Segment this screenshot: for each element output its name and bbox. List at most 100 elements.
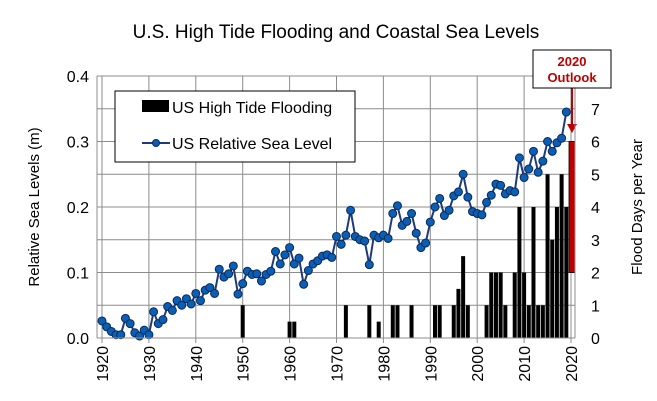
x-tick-label: 1980 <box>376 346 393 382</box>
sea-level-point <box>514 153 524 163</box>
sea-level-point <box>303 266 313 276</box>
y-left-tick-label: 0.0 <box>67 331 89 348</box>
sea-level-point <box>224 269 234 279</box>
y-right-tick-label: 7 <box>591 102 600 119</box>
sea-level-point <box>402 216 412 226</box>
x-tick-label: 1950 <box>236 346 253 382</box>
flood-bar <box>240 305 245 338</box>
flood-bar <box>531 207 536 338</box>
y-right-tick-label: 1 <box>591 298 600 315</box>
sea-level-point <box>266 266 276 276</box>
y-right-tick-label: 0 <box>591 331 600 348</box>
y-right-tick-label: 3 <box>591 233 600 250</box>
legend-swatch-flooding <box>142 100 169 112</box>
sea-level-point <box>167 305 177 315</box>
sea-level-point <box>191 288 201 298</box>
flood-bar <box>409 305 414 338</box>
outlook-range-bar <box>568 141 576 273</box>
sea-level-point <box>238 279 248 289</box>
sea-level-point <box>421 238 431 248</box>
sea-level-point <box>364 260 374 270</box>
sea-level-point <box>332 231 341 241</box>
sea-level-point <box>210 288 220 298</box>
flood-bar <box>451 305 456 338</box>
x-tick-label: 1930 <box>142 346 159 382</box>
flood-bar <box>461 256 466 338</box>
sea-level-point <box>538 156 548 166</box>
sea-level-point <box>205 283 215 293</box>
flood-bar <box>554 207 559 338</box>
flood-bar <box>540 305 545 338</box>
flood-bar <box>465 305 470 338</box>
flood-bar <box>522 272 527 338</box>
sea-level-point <box>510 187 520 197</box>
sea-level-point <box>430 202 440 212</box>
flood-bar <box>489 272 494 338</box>
outlook-label-year: 2020 <box>558 54 587 69</box>
sea-level-point <box>195 296 205 306</box>
flood-bar <box>545 174 550 338</box>
y-axis-label-left: Relative Sea Levels (m) <box>26 127 43 286</box>
sea-level-point <box>486 190 496 200</box>
flood-bar <box>287 321 292 338</box>
sea-level-point <box>360 236 370 246</box>
axes <box>96 76 576 343</box>
sea-level-point <box>533 167 543 177</box>
y-right-tick-label: 6 <box>591 135 600 152</box>
sea-level-series <box>97 107 571 341</box>
flood-bar <box>550 239 555 338</box>
flood-bar <box>390 305 395 338</box>
sea-level-point <box>252 269 262 279</box>
flood-bar <box>564 207 569 338</box>
y-left-tick-label: 0.2 <box>67 200 89 217</box>
x-tick-label: 1990 <box>423 346 440 382</box>
sea-level-point <box>543 137 553 146</box>
sea-level-point <box>116 330 126 340</box>
sea-level-point <box>228 261 238 271</box>
legend: US High Tide Flooding US Relative Sea Le… <box>114 90 356 163</box>
sea-level-point <box>289 259 299 269</box>
sea-level-point <box>482 197 492 207</box>
x-tick-label: 1940 <box>189 346 206 382</box>
x-tick-label: 2020 <box>564 346 581 382</box>
x-tick-label: 1920 <box>95 346 112 382</box>
sea-level-point <box>411 228 421 238</box>
y-left-tick-label: 0.3 <box>67 135 89 152</box>
y-left-tick-label: 0.4 <box>67 69 89 86</box>
sea-level-point <box>346 205 356 215</box>
sea-level-point <box>453 187 463 197</box>
legend-label-flooding: US High Tide Flooding <box>172 100 332 117</box>
sea-level-point <box>458 169 468 179</box>
sea-level-point <box>336 239 346 249</box>
x-tick-label: 1970 <box>330 346 347 382</box>
sea-level-point <box>149 307 159 317</box>
flood-bar <box>503 305 508 338</box>
sea-level-point <box>341 230 351 240</box>
flood-bar <box>493 272 498 338</box>
sea-level-point <box>214 264 224 274</box>
sea-level-point <box>280 250 290 260</box>
sea-level-point <box>285 243 295 253</box>
x-tick-label: 1960 <box>283 346 300 382</box>
sea-level-point <box>528 146 538 156</box>
sea-level-point <box>388 209 398 219</box>
flood-bar <box>526 305 531 338</box>
flood-bar <box>517 207 522 338</box>
sea-level-point <box>327 252 337 262</box>
sea-level-point <box>435 193 445 203</box>
flood-bar <box>292 321 297 338</box>
outlook-box <box>532 49 612 89</box>
sea-level-point <box>407 209 417 219</box>
sea-level-point <box>125 319 135 329</box>
sea-level-point <box>561 107 571 117</box>
y-right-tick-label: 2 <box>591 266 600 283</box>
flood-bar <box>484 305 489 338</box>
flood-bar <box>376 321 381 338</box>
legend-label-sealevel: US Relative Sea Level <box>172 136 332 153</box>
flood-bar <box>536 305 541 338</box>
y-right-tick-label: 4 <box>591 200 600 217</box>
flood-bar <box>367 305 372 338</box>
sea-level-point <box>496 180 506 190</box>
sea-level-point <box>519 173 529 183</box>
